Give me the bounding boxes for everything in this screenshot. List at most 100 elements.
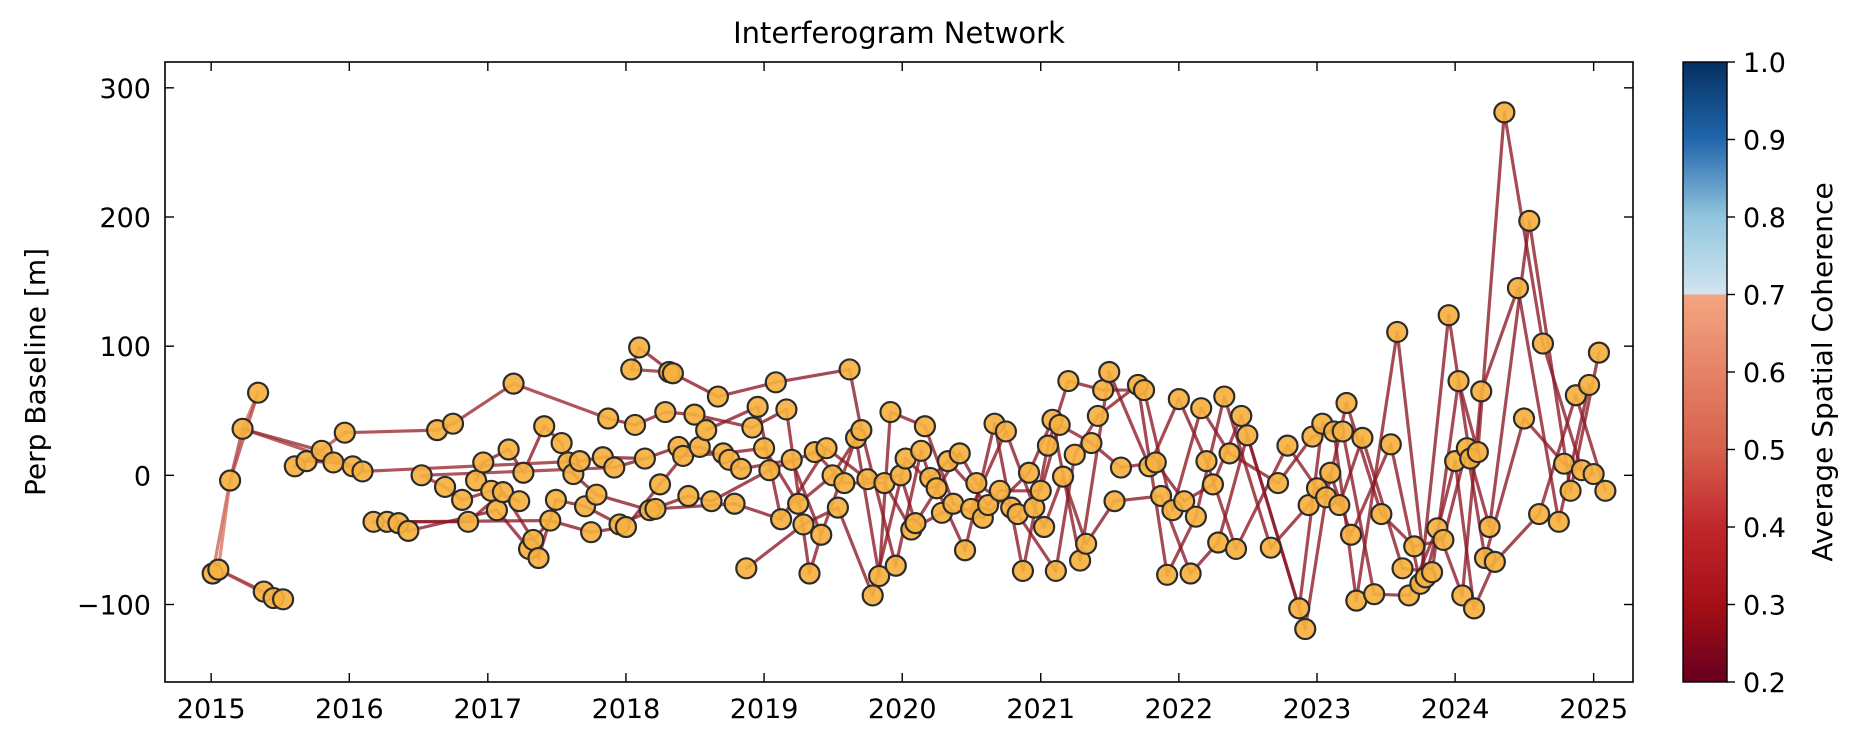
interferogram-edge: [859, 428, 898, 568]
acquisition-node: [1437, 304, 1460, 327]
acquisition-node: [677, 484, 700, 508]
colorbar-label: Average Spatial Coherence: [1806, 182, 1839, 561]
acquisition-node: [533, 415, 556, 438]
x-tick-label: 2016: [315, 694, 384, 725]
acquisition-node: [1109, 456, 1133, 479]
interferogram-edge: [1245, 433, 1307, 631]
acquisition-node: [628, 336, 651, 359]
interferogram-edge: [1332, 429, 1358, 603]
x-tick-label: 2022: [1145, 694, 1214, 725]
acquisition-node: [1432, 528, 1455, 552]
acquisition-node: [833, 471, 856, 495]
acquisition-node: [450, 488, 474, 511]
acquisition-node: [1582, 462, 1605, 486]
acquisition-node: [544, 488, 568, 511]
interferogram-edge: [343, 428, 439, 435]
acquisition-node: [977, 493, 1000, 517]
acquisition-node: [671, 444, 695, 468]
acquisition-node: [333, 421, 356, 444]
acquisition-node: [729, 457, 753, 480]
acquisition-node: [1190, 397, 1213, 420]
acquisition-node: [1518, 209, 1541, 232]
interferogram-edge: [1460, 389, 1483, 598]
acquisition-node: [1033, 515, 1056, 539]
acquisition-node: [322, 451, 345, 474]
acquisition-node: [735, 557, 758, 580]
colorbar-tick-label: 0.5: [1743, 436, 1786, 467]
acquisition-node: [758, 459, 781, 482]
colorbar-ticks: 0.2 0.3 0.4 0.5 0.6 0.7 0.8 0.9 1.0: [1727, 48, 1786, 699]
acquisition-node: [1478, 515, 1501, 539]
acquisition-node: [1259, 536, 1282, 559]
interferogram-edge: [240, 427, 324, 453]
interferogram-edge: [1453, 459, 1476, 610]
acquisition-node: [1075, 532, 1098, 555]
acquisition-node: [485, 499, 508, 522]
acquisition-node: [231, 417, 254, 440]
colorbar-tick-label: 0.7: [1743, 281, 1786, 312]
interferogram-edge: [1389, 442, 1422, 586]
colorbar-tick-label: 0.9: [1743, 126, 1786, 157]
acquisition-node: [1011, 559, 1035, 583]
acquisition-node: [1224, 537, 1248, 561]
acquisition-node: [850, 419, 873, 442]
acquisition-node: [1370, 502, 1393, 526]
acquisition-node: [1048, 413, 1071, 437]
acquisition-node: [787, 492, 810, 515]
interferogram-edge: [1456, 379, 1480, 454]
interferogram-edge: [744, 522, 806, 570]
acquisition-node: [826, 496, 849, 519]
acquisition-node: [1363, 583, 1386, 606]
acquisition-node: [1288, 597, 1311, 620]
acquisition-node: [1063, 443, 1086, 466]
acquisition-node: [441, 412, 465, 435]
acquisition-node: [648, 473, 672, 496]
x-tick-label: 2023: [1283, 694, 1352, 725]
acquisition-node: [1339, 523, 1363, 546]
acquisition-node: [1092, 378, 1115, 402]
acquisition-node: [1447, 369, 1470, 393]
interferogram-edge: [1487, 219, 1531, 529]
acquisition-node: [994, 420, 1018, 443]
x-tick-label: 2025: [1559, 694, 1628, 725]
acquisition-node: [868, 564, 891, 588]
acquisition-node: [1144, 451, 1167, 474]
acquisition-node: [948, 442, 971, 465]
interferogram-edge: [1344, 401, 1383, 516]
acquisition-node: [1462, 597, 1486, 620]
acquisition-node: [1577, 373, 1601, 397]
acquisition-node: [1466, 440, 1489, 464]
acquisition-node: [1420, 561, 1444, 584]
acquisition-node: [550, 431, 573, 455]
acquisition-node: [838, 358, 861, 381]
acquisition-node: [775, 398, 798, 421]
interferogram-edge: [1479, 286, 1520, 393]
colorbar-tick-label: 0.4: [1743, 513, 1786, 544]
acquisition-node: [1236, 424, 1259, 447]
acquisition-node: [472, 451, 495, 474]
acquisition-node: [1351, 426, 1374, 449]
acquisition-node: [633, 447, 656, 470]
acquisition-node: [1319, 461, 1342, 484]
acquisition-node: [1531, 332, 1555, 355]
acquisition-node: [1470, 380, 1493, 403]
colorbar-tick-label: 1.0: [1743, 48, 1786, 79]
acquisition-node: [1173, 490, 1196, 513]
acquisition-node: [904, 512, 927, 535]
acquisition-node: [810, 523, 833, 546]
acquisition-node: [953, 539, 977, 562]
acquisition-node: [644, 497, 667, 521]
acquisition-node: [1594, 479, 1617, 502]
interferogram-edge: [1527, 219, 1573, 493]
colorbar: [1682, 61, 1728, 683]
x-tick-label: 2015: [177, 694, 246, 725]
acquisition-node: [620, 358, 643, 381]
x-tick-label: 2019: [730, 694, 799, 725]
y-tick-label: 100: [99, 332, 151, 363]
acquisition-node: [457, 510, 480, 533]
interferogram-edge: [1537, 393, 1578, 516]
acquisition-node: [1057, 369, 1080, 393]
x-axis-ticks: 2015 2016 2017 2018 2019 2020 2021 2022 2023 2024…: [177, 62, 1628, 725]
acquisition-node: [433, 475, 457, 499]
interferogram-edge: [836, 506, 875, 598]
